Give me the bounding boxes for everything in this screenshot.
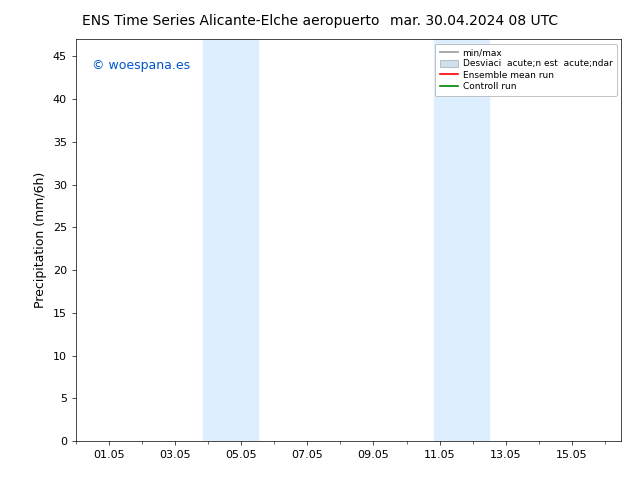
Bar (203, 39, 258, 441)
Bar (434, 39, 489, 441)
Y-axis label: Precipitation (mm/6h): Precipitation (mm/6h) (34, 172, 48, 308)
Legend: min/max, Desviaci  acute;n est  acute;ndar, Ensemble mean run, Controll run: min/max, Desviaci acute;n est acute;ndar… (436, 44, 617, 96)
Text: ENS Time Series Alicante-Elche aeropuerto: ENS Time Series Alicante-Elche aeropuert… (82, 14, 380, 28)
Text: mar. 30.04.2024 08 UTC: mar. 30.04.2024 08 UTC (390, 14, 558, 28)
Text: © woespana.es: © woespana.es (93, 59, 191, 73)
